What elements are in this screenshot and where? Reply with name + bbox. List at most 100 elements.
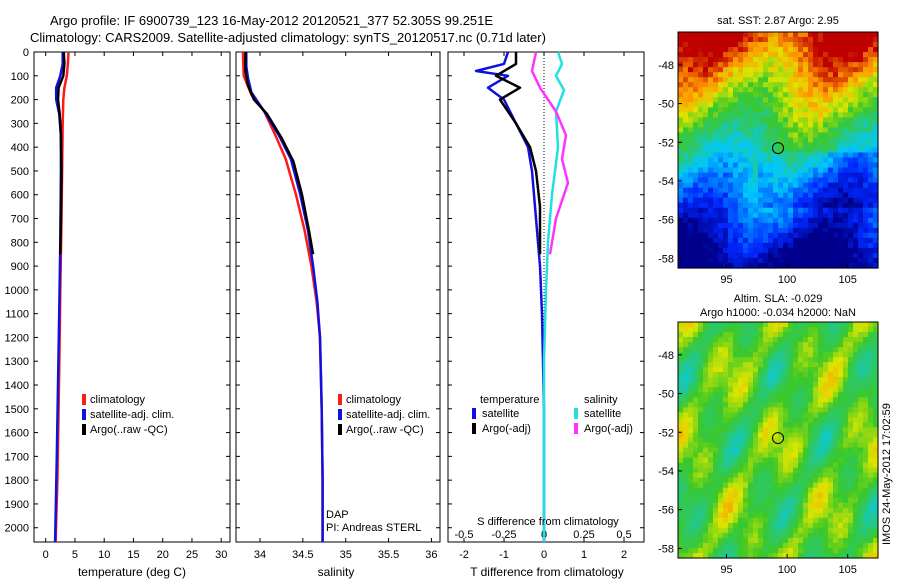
map-cell [803, 392, 809, 398]
map-cell [818, 107, 824, 113]
map-cell [703, 172, 709, 179]
map-cell [803, 377, 809, 383]
map-cell [868, 357, 874, 363]
map-cell [758, 152, 764, 159]
map-cell [728, 402, 734, 408]
map-cell [778, 497, 784, 504]
map-cell [833, 122, 839, 128]
map-cell [718, 217, 724, 224]
map-cell [788, 102, 794, 108]
map-cell [853, 402, 859, 408]
map-cell [813, 152, 819, 159]
map-cell [778, 202, 784, 209]
map-cell [793, 232, 799, 239]
map-cell [818, 477, 824, 484]
map-cell [738, 427, 744, 434]
map-cell [838, 147, 844, 154]
map-cell [743, 542, 749, 549]
map-cell [773, 412, 779, 418]
map-cell [748, 247, 754, 254]
map-cell [858, 52, 864, 58]
map-cell [858, 157, 864, 164]
map-cell [763, 362, 769, 368]
map-cell [778, 362, 784, 368]
map-cell [738, 337, 744, 343]
map-cell [718, 467, 724, 474]
map-cell [823, 62, 829, 68]
map-cell [748, 152, 754, 159]
map-cell [703, 242, 709, 249]
map-cell [723, 177, 729, 184]
map-cell [778, 482, 784, 489]
map-cell [698, 422, 704, 429]
map-cell [778, 167, 784, 174]
map-cell [708, 357, 714, 363]
map-cell [703, 402, 709, 408]
map-cell [773, 437, 779, 444]
map-cell [863, 242, 869, 249]
map-cell [758, 392, 764, 398]
map-cell [733, 417, 739, 424]
map-cell [743, 237, 749, 244]
map-cell [728, 437, 734, 444]
map-cell [828, 502, 834, 509]
map-cell [738, 382, 744, 388]
map-cell [683, 52, 689, 58]
map-cell [828, 462, 834, 469]
map-cell [683, 342, 689, 348]
map-cell [683, 57, 689, 63]
top-tick-label: -0.5 [455, 529, 474, 541]
temperature-legend-swatch-satellite [82, 409, 86, 420]
map-cell [708, 172, 714, 179]
map-cell [688, 77, 694, 83]
map-cell [773, 187, 779, 194]
map-cell [768, 437, 774, 444]
map-cell [813, 502, 819, 509]
map-cell [833, 347, 839, 353]
map-cell [803, 92, 809, 98]
map-cell [748, 507, 754, 514]
map-cell [678, 32, 684, 38]
map-cell [713, 412, 719, 418]
map-cell [688, 477, 694, 484]
map-cell [848, 547, 854, 554]
map-cell [813, 512, 819, 519]
map-cell [698, 437, 704, 444]
map-cell [773, 97, 779, 103]
map-cell [873, 502, 879, 509]
map-cell [693, 162, 699, 169]
map-cell [863, 547, 869, 554]
map-cell [798, 57, 804, 63]
map-cell [713, 67, 719, 73]
map-cell [703, 517, 709, 524]
map-cell [733, 132, 739, 139]
map-cell [688, 232, 694, 239]
map-cell [693, 252, 699, 259]
map-cell [758, 497, 764, 504]
map-cell [843, 327, 849, 333]
map-cell [738, 517, 744, 524]
map-cell [678, 157, 684, 164]
map-cell [738, 467, 744, 474]
map-cell [703, 327, 709, 333]
map-cell [753, 342, 759, 348]
map-cell [688, 102, 694, 108]
map-cell [688, 412, 694, 418]
map-cell [848, 207, 854, 214]
map-cell [738, 527, 744, 534]
map-cell [733, 142, 739, 149]
salinity-legend-swatch-satellite [338, 409, 342, 420]
map-cell [703, 117, 709, 123]
map-y-tick-label: -56 [658, 505, 674, 517]
map-cell [873, 337, 879, 343]
map-cell [703, 452, 709, 459]
map-cell [708, 447, 714, 454]
map-cell [683, 172, 689, 179]
map-cell [858, 402, 864, 408]
map-cell [803, 482, 809, 489]
map-cell [738, 247, 744, 254]
map-cell [693, 432, 699, 439]
map-cell [743, 207, 749, 214]
sla-map-cells [678, 322, 879, 559]
map-cell [783, 252, 789, 259]
